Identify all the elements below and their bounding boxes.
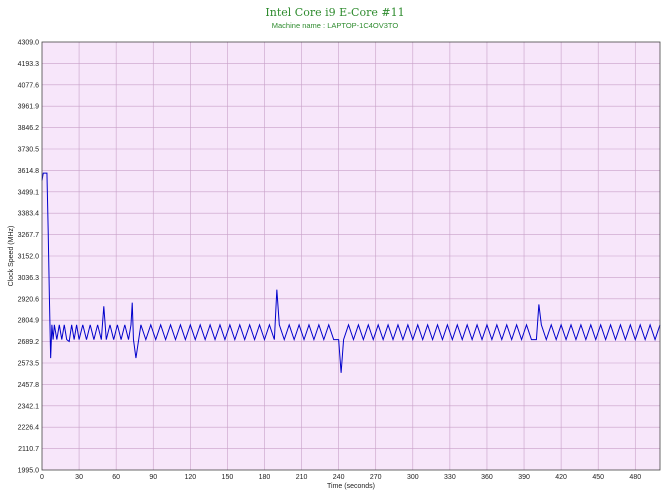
x-tick-labels: 0 30 60 90 120 150 180 210 240 270 300 330 360 390 420… xyxy=(40,474,641,481)
x-tick-label: 450 xyxy=(592,474,604,481)
chart-title: Intel Core i9 E-Core #11 xyxy=(265,6,405,19)
y-tick-label: 3499.1 xyxy=(18,189,40,196)
y-tick-label: 3036.3 xyxy=(18,275,40,282)
y-tick-label: 2573.5 xyxy=(18,361,40,368)
horizontal-grid xyxy=(42,63,660,449)
x-tick-label: 210 xyxy=(296,474,308,481)
y-tick-label: 2457.8 xyxy=(18,382,40,389)
y-tick-label: 4309.0 xyxy=(18,40,40,47)
y-tick-label: 3267.7 xyxy=(18,232,40,239)
y-tick-label: 3730.5 xyxy=(18,147,40,154)
x-tick-label: 390 xyxy=(518,474,530,481)
y-tick-label: 3846.2 xyxy=(18,125,40,132)
x-tick-label: 30 xyxy=(75,474,83,481)
y-tick-label: 2226.4 xyxy=(18,425,40,432)
y-tick-label: 4193.3 xyxy=(18,61,40,68)
plot-border xyxy=(41,41,661,471)
y-tick-label: 1995.0 xyxy=(18,468,40,475)
x-tick-label: 300 xyxy=(407,474,419,481)
x-tick-label: 360 xyxy=(481,474,493,481)
x-tick-label: 60 xyxy=(112,474,120,481)
x-tick-label: 240 xyxy=(333,474,345,481)
y-axis-title: Clock Speed (MHz) xyxy=(8,226,15,287)
y-tick-label: 3961.9 xyxy=(18,104,40,111)
y-tick-label: 2342.1 xyxy=(18,403,40,410)
y-tick-label: 2110.7 xyxy=(18,446,39,453)
x-tick-label: 270 xyxy=(370,474,382,481)
x-tick-label: 180 xyxy=(259,474,271,481)
y-tick-label: 3152.0 xyxy=(18,254,40,261)
x-tick-label: 480 xyxy=(629,474,641,481)
x-tick-label: 0 xyxy=(40,474,44,481)
x-tick-label: 420 xyxy=(555,474,567,481)
y-tick-label: 4077.6 xyxy=(18,82,40,89)
y-tick-label: 2920.6 xyxy=(18,296,40,303)
x-tick-label: 120 xyxy=(184,474,196,481)
x-tick-label: 90 xyxy=(149,474,157,481)
clock-speed-series-line xyxy=(41,172,661,373)
y-tick-label: 3614.8 xyxy=(18,168,40,175)
y-tick-label: 2804.9 xyxy=(18,318,40,325)
x-tick-label: 150 xyxy=(222,474,234,481)
y-tick-labels: 1995.0 2110.7 2226.4 2342.1 2457.8 2573.5 2689… xyxy=(18,40,40,475)
y-tick-label: 3383.4 xyxy=(18,211,40,218)
y-tick-label: 2689.2 xyxy=(18,339,40,346)
chart-subtitle: Machine name : LAPTOP-1C4OV3TO xyxy=(271,21,399,30)
x-axis-title: Time (seconds) xyxy=(327,483,375,490)
x-tick-label: 330 xyxy=(444,474,456,481)
